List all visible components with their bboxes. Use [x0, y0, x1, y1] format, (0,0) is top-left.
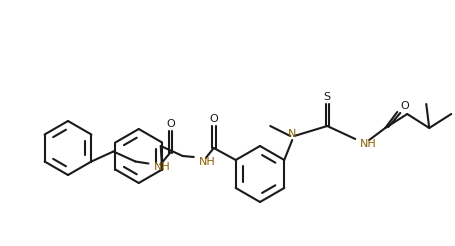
- Text: O: O: [209, 114, 217, 124]
- Text: O: O: [166, 119, 174, 128]
- Text: S: S: [323, 92, 330, 102]
- Text: NH: NH: [198, 157, 215, 167]
- Text: NH: NH: [359, 139, 376, 149]
- Text: NH: NH: [153, 163, 170, 172]
- Text: N: N: [288, 129, 296, 139]
- Text: O: O: [400, 101, 409, 111]
